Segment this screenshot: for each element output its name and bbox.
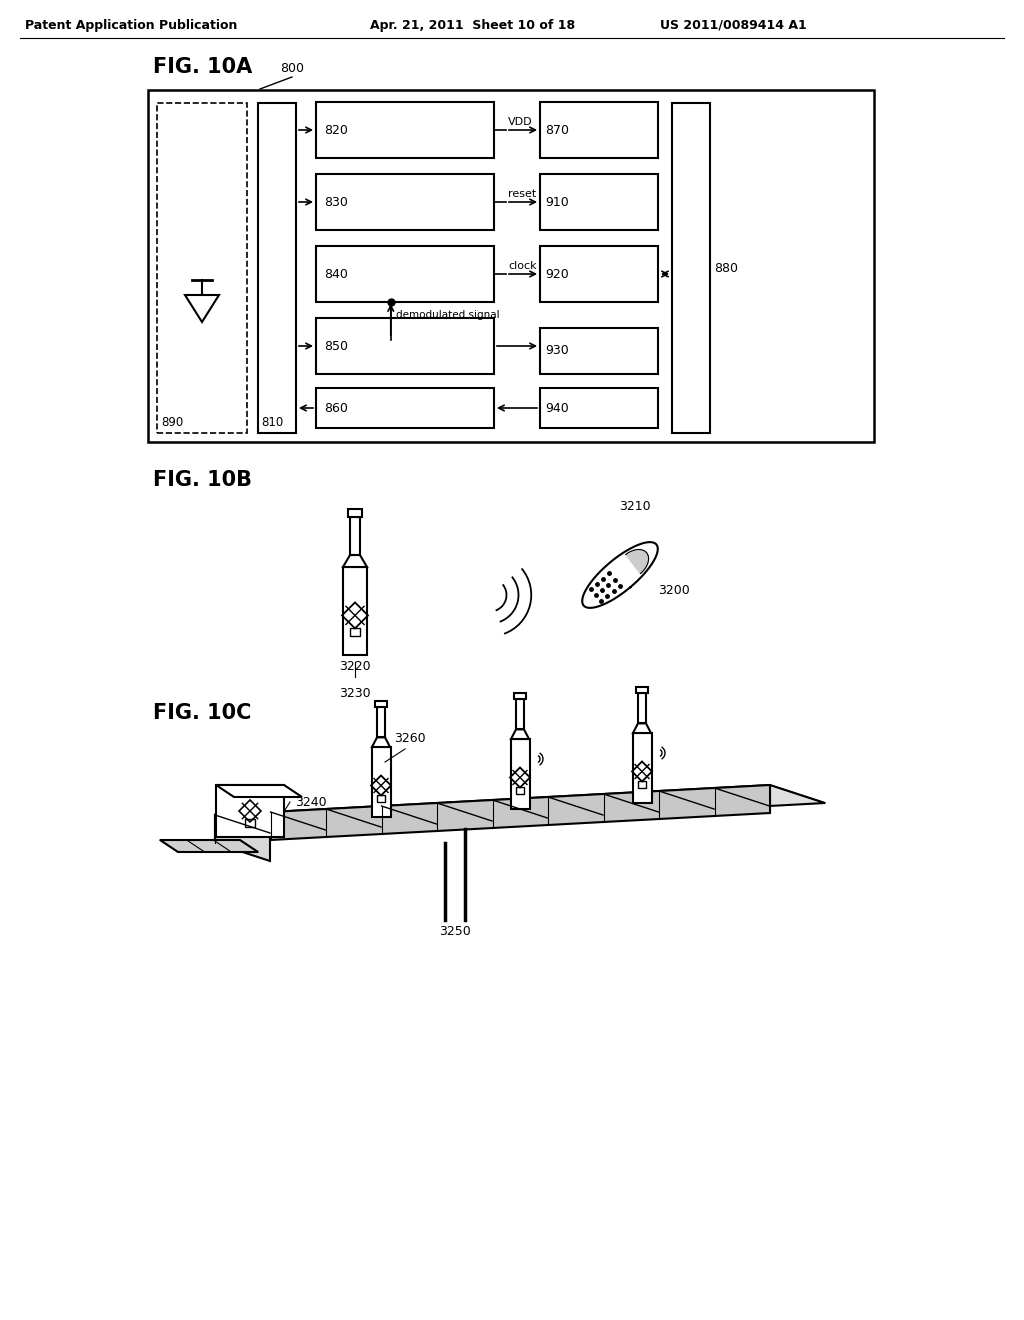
Bar <box>372 747 391 817</box>
Polygon shape <box>216 785 302 797</box>
Text: demodulated signal: demodulated signal <box>395 310 500 319</box>
Bar <box>316 318 494 374</box>
Text: 3240: 3240 <box>295 796 327 808</box>
Bar <box>540 102 658 158</box>
Bar <box>316 174 494 230</box>
Text: 3260: 3260 <box>394 733 426 744</box>
Bar <box>316 102 494 158</box>
Bar <box>638 781 646 788</box>
Bar <box>350 627 360 636</box>
Bar <box>148 90 874 442</box>
Polygon shape <box>215 785 770 843</box>
Text: 840: 840 <box>324 268 348 281</box>
Text: 3210: 3210 <box>620 500 651 513</box>
Text: 3200: 3200 <box>658 583 690 597</box>
Bar <box>540 246 658 302</box>
Bar <box>540 174 658 230</box>
Bar <box>245 818 255 826</box>
Bar <box>316 388 494 428</box>
Bar <box>511 739 530 809</box>
Text: 920: 920 <box>545 268 568 281</box>
Text: 820: 820 <box>324 124 348 136</box>
Text: 930: 930 <box>545 345 568 358</box>
Polygon shape <box>372 738 390 747</box>
Bar <box>516 787 524 793</box>
Bar <box>377 708 385 738</box>
Bar <box>636 686 648 693</box>
Text: 870: 870 <box>545 124 569 136</box>
Bar <box>672 103 710 433</box>
Polygon shape <box>633 723 651 733</box>
Text: 3220: 3220 <box>339 660 371 673</box>
Bar <box>540 327 658 374</box>
Bar <box>633 733 652 803</box>
Text: Patent Application Publication: Patent Application Publication <box>25 18 238 32</box>
Text: 890: 890 <box>161 416 183 429</box>
Text: FIG. 10B: FIG. 10B <box>153 470 252 490</box>
Polygon shape <box>160 840 258 851</box>
Text: 940: 940 <box>545 401 568 414</box>
Bar <box>216 785 284 837</box>
Text: 860: 860 <box>324 401 348 414</box>
Bar <box>316 246 494 302</box>
Bar <box>350 517 360 554</box>
Text: 810: 810 <box>261 416 284 429</box>
Bar <box>377 795 385 801</box>
Text: 800: 800 <box>280 62 304 75</box>
Bar <box>516 700 524 730</box>
Bar <box>258 103 296 433</box>
Text: FIG. 10A: FIG. 10A <box>153 57 252 77</box>
Polygon shape <box>215 814 270 861</box>
Polygon shape <box>511 730 529 739</box>
Text: 3250: 3250 <box>439 925 471 939</box>
Text: clock: clock <box>508 261 537 271</box>
Polygon shape <box>626 549 648 573</box>
Text: 880: 880 <box>714 261 738 275</box>
Bar <box>343 568 367 655</box>
Bar <box>348 510 362 517</box>
Polygon shape <box>583 543 657 609</box>
Text: Apr. 21, 2011  Sheet 10 of 18: Apr. 21, 2011 Sheet 10 of 18 <box>370 18 575 32</box>
Text: 3230: 3230 <box>339 686 371 700</box>
Text: 850: 850 <box>324 339 348 352</box>
Text: reset: reset <box>508 189 537 199</box>
Bar <box>638 693 646 723</box>
Text: FIG. 10C: FIG. 10C <box>153 704 251 723</box>
Text: 830: 830 <box>324 195 348 209</box>
Bar <box>157 103 247 433</box>
Bar <box>514 693 526 700</box>
Polygon shape <box>343 554 367 568</box>
Polygon shape <box>215 785 825 833</box>
Bar <box>375 701 387 708</box>
Text: 910: 910 <box>545 195 568 209</box>
Text: VDD: VDD <box>508 117 532 127</box>
Text: US 2011/0089414 A1: US 2011/0089414 A1 <box>660 18 807 32</box>
Bar <box>540 388 658 428</box>
